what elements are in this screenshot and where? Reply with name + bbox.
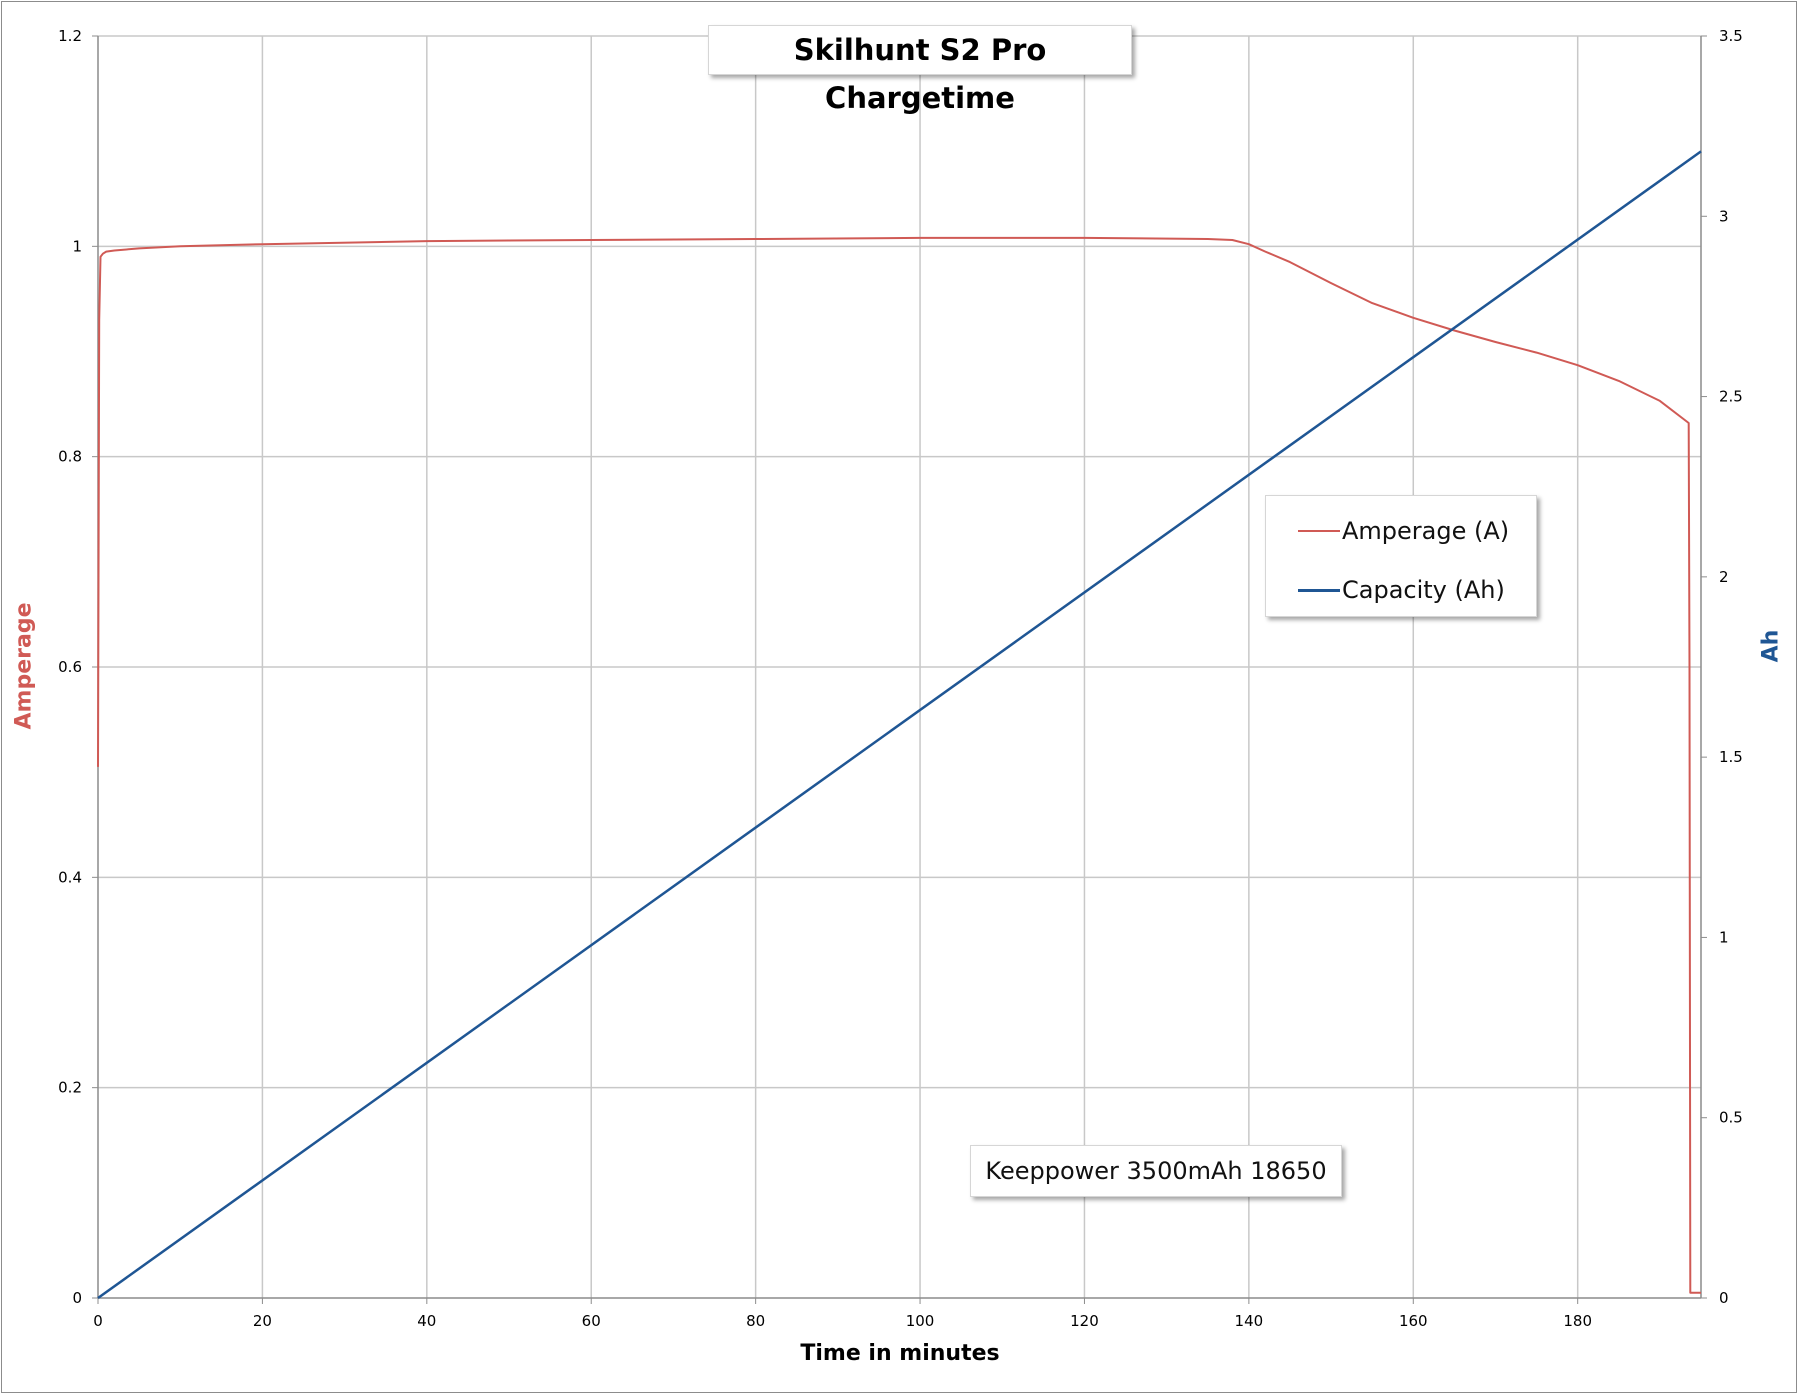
x-tick-label: 180	[1563, 1312, 1592, 1330]
legend: Amperage (A) Capacity (Ah)	[1265, 495, 1537, 617]
y-right-tick-label: 2	[1719, 568, 1729, 586]
y-left-tick-label: 0.4	[58, 868, 82, 886]
y-right-tick-label: 0.5	[1719, 1109, 1743, 1127]
x-tick-label: 80	[746, 1312, 765, 1330]
chart-title: Skilhunt S2 Pro Chargetime	[708, 25, 1132, 115]
x-tick-label: 40	[417, 1312, 436, 1330]
legend-swatch-amperage	[1298, 530, 1340, 532]
y-right-tick-label: 1.5	[1719, 748, 1743, 766]
y-axis-title-right: Ah	[1758, 629, 1784, 663]
legend-item-amperage: Amperage (A)	[1298, 516, 1509, 546]
capacity-series-line	[97, 150, 1702, 1300]
y-left-tick-label: 0	[72, 1289, 82, 1307]
x-tick-label: 120	[1070, 1312, 1099, 1330]
y-axis-title-left: Amperage	[11, 602, 37, 730]
y-right-tick-label: 0	[1719, 1289, 1729, 1307]
y-right-tick-label: 3	[1719, 207, 1729, 225]
y-left-tick-label: 0.6	[58, 658, 82, 676]
x-tick-label: 0	[93, 1312, 103, 1330]
x-tick-label: 20	[253, 1312, 272, 1330]
battery-annotation: Keeppower 3500mAh 18650	[970, 1145, 1342, 1197]
legend-label-amperage: Amperage (A)	[1342, 517, 1510, 545]
legend-swatch-capacity	[1298, 588, 1340, 592]
x-tick-label: 140	[1235, 1312, 1264, 1330]
y-right-tick-label: 1	[1719, 928, 1729, 946]
y-right-tick-label: 2.5	[1719, 388, 1743, 406]
legend-label-capacity: Capacity (Ah)	[1342, 576, 1505, 604]
amperage-series-line	[97, 236, 1701, 1294]
y-right-tick-label: 3.5	[1719, 27, 1743, 45]
legend-item-capacity: Capacity (Ah)	[1298, 575, 1505, 605]
x-tick-label: 60	[582, 1312, 601, 1330]
y-left-tick-label: 1	[72, 237, 82, 255]
y-left-tick-label: 1.2	[58, 27, 82, 45]
x-axis-title: Time in minutes	[800, 1341, 1000, 1366]
x-tick-label: 100	[906, 1312, 935, 1330]
x-tick-label: 160	[1399, 1312, 1428, 1330]
y-left-tick-label: 0.2	[58, 1079, 82, 1097]
y-left-tick-label: 0.8	[58, 448, 82, 466]
